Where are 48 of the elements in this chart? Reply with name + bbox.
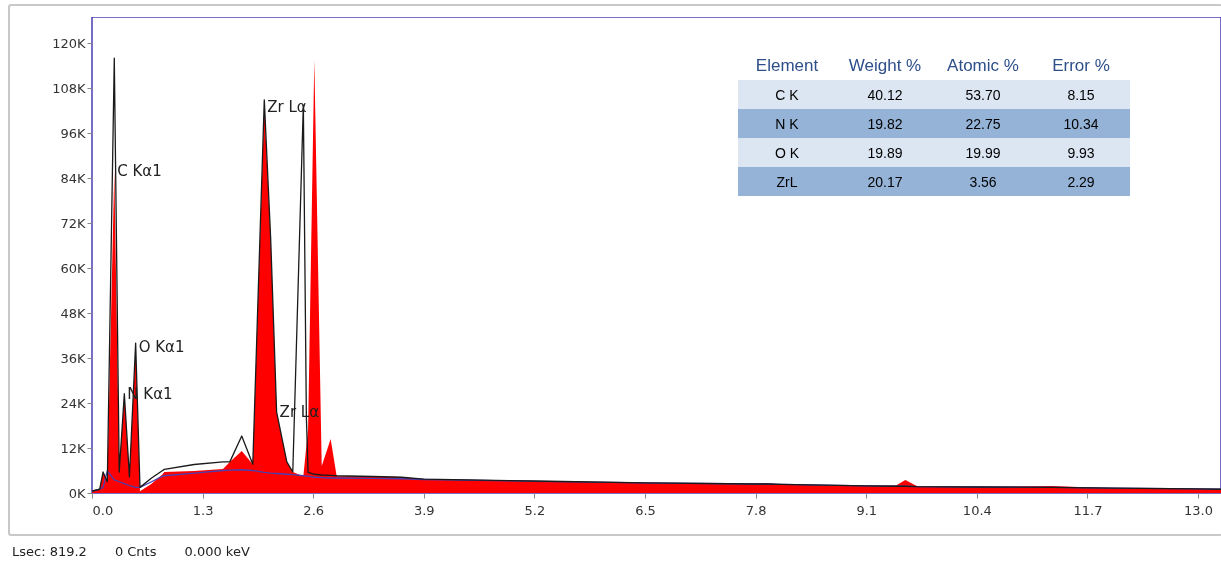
data-label: 10.34	[1032, 109, 1130, 138]
y-tick-label: 108K	[52, 80, 86, 96]
x-tick-label: 9.1	[856, 502, 878, 518]
text: Lsec: 819.2	[12, 544, 87, 559]
y-tick-label: 84K	[60, 170, 86, 186]
series-label: Weight %	[847, 56, 923, 77]
data-label: 20.17	[836, 167, 934, 196]
annotation: Zr Lα	[267, 97, 307, 116]
category-label: ZrL	[738, 167, 836, 196]
x-tick-label: 2.6	[303, 502, 325, 518]
category-label: N K	[738, 109, 836, 138]
data-label: 19.99	[934, 138, 1032, 167]
y-tick-label: 12K	[60, 440, 86, 456]
data-label: 40.12	[836, 80, 934, 109]
text: Element	[754, 56, 820, 77]
x-tick-label: 11.7	[1073, 502, 1103, 518]
y-tick-label: 48K	[60, 305, 86, 321]
y-tick-label: 60K	[60, 260, 86, 276]
x-tick-label: 5.2	[524, 502, 546, 518]
y-tick-label: 96K	[60, 125, 86, 141]
data-label: 22.75	[934, 109, 1032, 138]
x-tick-label: 1.3	[192, 502, 214, 518]
x-tick-label: 7.8	[745, 502, 767, 518]
data-label: 3.56	[934, 167, 1032, 196]
data-label: 8.15	[1032, 80, 1130, 109]
category-label: O K	[738, 138, 836, 167]
x-tick-label: 6.5	[635, 502, 656, 518]
x-tick-label: 10.4	[962, 502, 992, 518]
y-tick-label: 36K	[60, 350, 86, 366]
y-tick-label: 120K	[52, 35, 86, 51]
y-tick-label: 24K	[60, 395, 86, 411]
text: 0 Cnts	[114, 544, 157, 559]
x-tick-label: 0.0	[92, 502, 114, 518]
data-label: 19.82	[836, 109, 934, 138]
y-tick-label: 0K	[68, 485, 86, 501]
y-tick-label: 72K	[60, 215, 86, 231]
category-label: C K	[738, 80, 836, 109]
text: 0.000 keV	[184, 544, 250, 559]
x-tick-label: 13.0	[1184, 502, 1214, 518]
annotation: O Kα1	[138, 337, 185, 356]
series-label: Atomic %	[946, 56, 1020, 77]
data-label: 9.93	[1032, 138, 1130, 167]
data-label: 19.89	[836, 138, 934, 167]
series-label: Error %	[1051, 56, 1111, 77]
x-tick-label: 3.9	[413, 502, 435, 518]
annotation: C Kα1	[117, 161, 162, 180]
data-label: 2.29	[1032, 167, 1130, 196]
data-label: 53.70	[934, 80, 1032, 109]
